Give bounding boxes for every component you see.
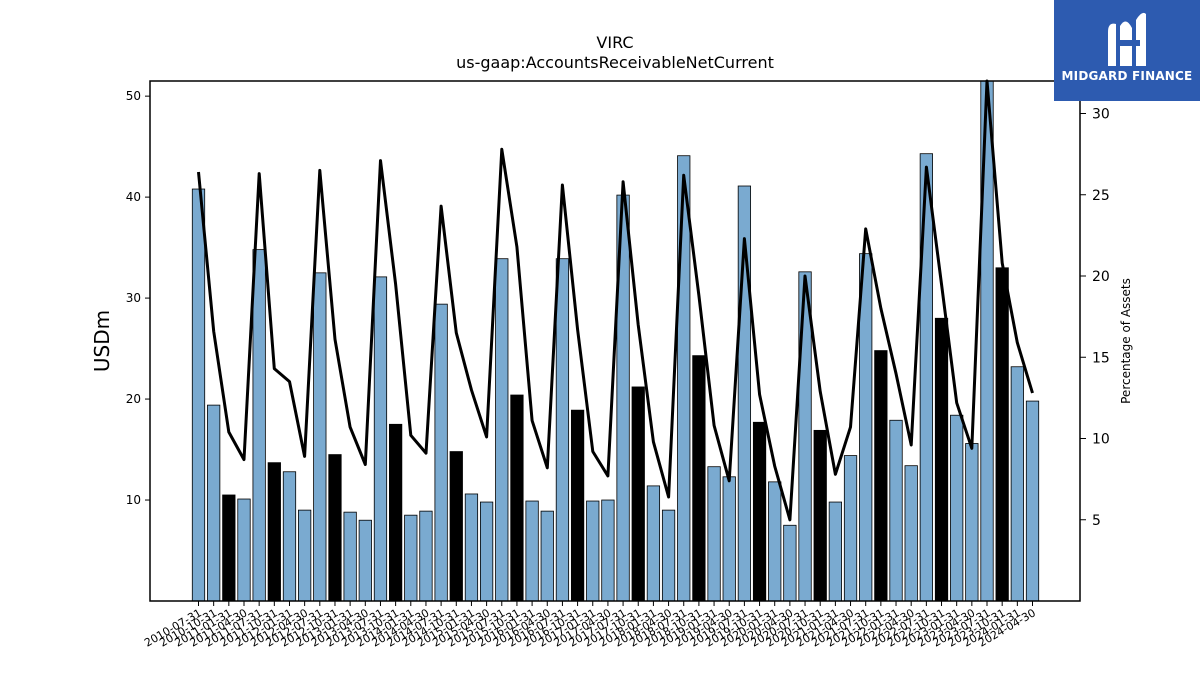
- bar: [495, 258, 509, 602]
- bar: [601, 499, 615, 602]
- y2-tick-label: 5: [1092, 513, 1101, 529]
- bar: [798, 271, 812, 602]
- bar: [586, 500, 600, 602]
- y2-tick-label: 25: [1092, 188, 1110, 204]
- bar: [752, 421, 767, 602]
- bar: [525, 500, 539, 602]
- bar: [207, 404, 221, 602]
- bar: [328, 454, 342, 602]
- y-axis: 10 20 30 40 50: [126, 89, 150, 507]
- y-tick-label: 40: [126, 190, 141, 204]
- bar: [707, 466, 721, 602]
- line-group: [197, 79, 1034, 522]
- x-axis: 2010-07-312010-10-312011-01-312011-04-30…: [142, 601, 1038, 650]
- bar: [646, 485, 661, 602]
- bar: [404, 514, 418, 602]
- bar: [874, 350, 888, 602]
- logo-mark-icon: [1108, 12, 1146, 67]
- bar: [267, 462, 281, 602]
- bar: [1025, 400, 1040, 602]
- bar: [419, 510, 433, 602]
- bar: [783, 524, 797, 602]
- y2-axis-label: Percentage of Assets: [1119, 278, 1133, 404]
- y-tick-label: 30: [126, 291, 141, 305]
- bar: [540, 510, 554, 602]
- bar: [191, 188, 206, 602]
- bar: [343, 511, 357, 602]
- chart-subtitle: us-gaap:AccountsReceivableNetCurrent: [456, 53, 774, 72]
- bar: [237, 498, 251, 602]
- y2-tick-label: 30: [1092, 107, 1110, 123]
- bar: [358, 519, 372, 602]
- bar: [904, 465, 918, 602]
- bar: [661, 509, 676, 602]
- bar: [889, 419, 903, 602]
- bar: [950, 414, 964, 602]
- bar: [298, 509, 312, 602]
- bar: [434, 303, 448, 602]
- y-tick-label: 10: [126, 493, 141, 507]
- bar: [768, 481, 782, 602]
- y2-tick-label: 20: [1092, 269, 1110, 285]
- bar: [570, 409, 585, 602]
- bar: [389, 423, 403, 602]
- y-axis-label: USDm: [90, 310, 114, 372]
- plot-frame: [149, 80, 1081, 602]
- bar: [859, 253, 873, 602]
- series-line: [197, 79, 1034, 522]
- bar: [631, 386, 645, 602]
- bar: [313, 272, 327, 602]
- y-tick-label: 20: [126, 392, 141, 406]
- logo-text: MIDGARD FINANCE: [1061, 69, 1193, 83]
- logo: MIDGARD FINANCE: [1054, 0, 1200, 101]
- bar: [1010, 366, 1024, 602]
- bar: [222, 494, 236, 602]
- bar: [464, 493, 479, 602]
- bar: [843, 455, 858, 602]
- chart-title: VIRC: [596, 33, 633, 52]
- bar: [555, 258, 570, 602]
- bar: [449, 451, 463, 602]
- y2-tick-label: 15: [1092, 350, 1110, 366]
- y-tick-label: 50: [126, 89, 141, 103]
- bar: [813, 429, 827, 602]
- bar: [252, 249, 266, 602]
- bar: [510, 394, 524, 602]
- bar: [965, 443, 979, 602]
- bar: [995, 267, 1009, 602]
- bar: [828, 501, 842, 602]
- bar: [479, 501, 494, 602]
- bar: [373, 276, 388, 602]
- bar: [692, 355, 706, 602]
- y2-tick-label: 10: [1092, 432, 1110, 448]
- bar: [677, 155, 691, 602]
- bar: [722, 476, 736, 602]
- bar: [282, 471, 297, 602]
- bar: [934, 317, 949, 602]
- y2-axis: 5 10 15 20 25 30: [1080, 107, 1110, 529]
